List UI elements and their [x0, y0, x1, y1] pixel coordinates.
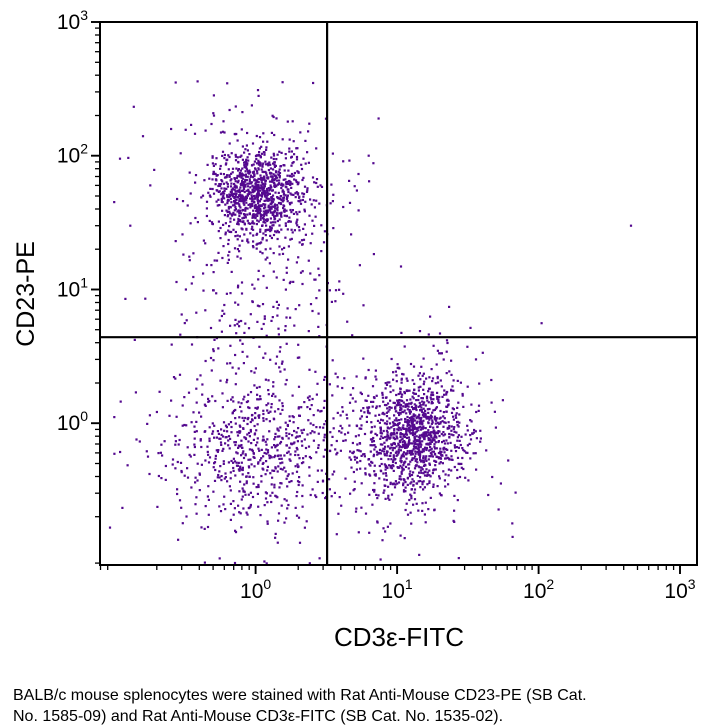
svg-text:100: 100 [57, 408, 88, 435]
svg-text:102: 102 [57, 141, 88, 168]
caption-line-1: BALB/c mouse splenocytes were stained wi… [13, 687, 587, 704]
scatter-plot-canvas: 100 101 102 103 100 101 102 103 CD3ε-FITC CD23-PE [12, 7, 698, 652]
figure-caption: BALB/c mouse splenocytes were stained wi… [13, 685, 700, 728]
caption-line-2: No. 1585-09) and Rat Anti-Mouse CD3ε-FIT… [13, 708, 504, 726]
axes-ticks-labels: 100 101 102 103 100 101 102 103 [57, 7, 696, 603]
svg-text:100: 100 [240, 576, 271, 603]
quadrant-gates [100, 22, 697, 565]
x-axis-title: CD3ε-FITC [334, 622, 464, 652]
svg-text:103: 103 [57, 7, 88, 34]
y-axis-title: CD23-PE [12, 241, 40, 347]
plot-box [99, 21, 698, 566]
svg-text:102: 102 [523, 576, 554, 603]
svg-text:103: 103 [664, 576, 695, 603]
svg-text:101: 101 [382, 576, 413, 603]
scatter-points [108, 80, 633, 565]
svg-text:101: 101 [57, 275, 88, 302]
